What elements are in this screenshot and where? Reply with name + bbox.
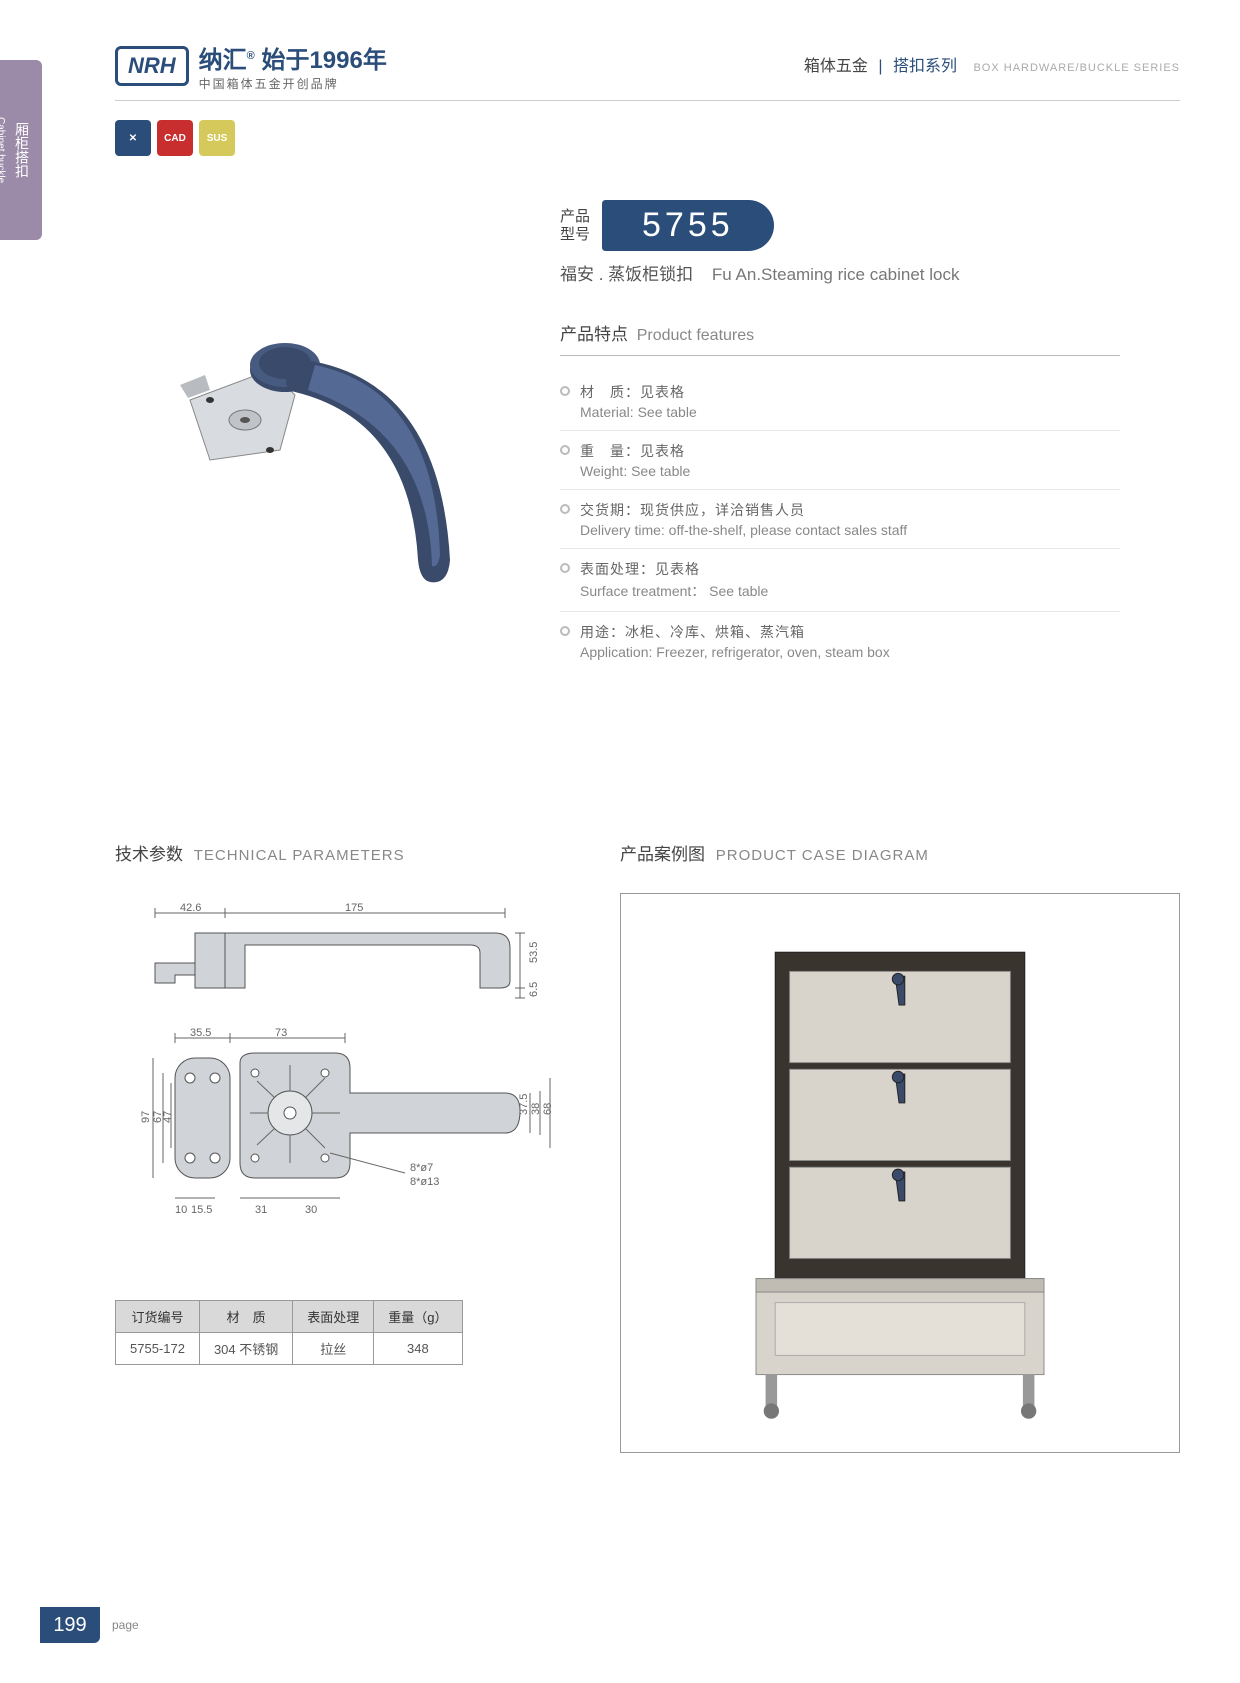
header-rule	[115, 100, 1180, 101]
case-title-cn: 产品案例图	[620, 845, 705, 864]
feature-en: Weight: See table	[580, 463, 690, 479]
feature-cn: 材 质：见表格	[580, 382, 697, 402]
table-row: 5755-172304 不锈钢拉丝348	[116, 1333, 463, 1365]
features-title-en: Product features	[637, 327, 754, 344]
features-title-cn: 产品特点	[560, 325, 628, 344]
svg-text:37.5: 37.5	[518, 1094, 530, 1115]
side-tab-en: Cabinet buckle	[0, 117, 6, 183]
svg-text:10: 10	[175, 1204, 187, 1216]
page-header: NRH 纳汇® 始于1996年 中国箱体五金开创品牌 箱体五金 | 搭扣系列 B…	[115, 40, 1180, 92]
svg-text:35.5: 35.5	[190, 1027, 211, 1039]
product-image	[140, 250, 500, 610]
svg-text:30: 30	[305, 1204, 317, 1216]
svg-text:175: 175	[345, 902, 363, 914]
svg-text:15.5: 15.5	[191, 1204, 212, 1216]
table-header: 重量（g）	[374, 1301, 462, 1333]
table-header: 表面处理	[293, 1301, 374, 1333]
features: 产品特点 Product features 材 质：见表格 Material: S…	[560, 320, 1120, 670]
technical-parameters: 技术参数 TECHNICAL PARAMETERS 42.6 175	[115, 840, 575, 1248]
table-cell: 拉丝	[293, 1333, 374, 1365]
svg-text:73: 73	[275, 1027, 287, 1039]
model-number: 5755	[602, 200, 774, 251]
feature-item: 表面处理：见表格Surface treatment： See table	[560, 549, 1120, 612]
table-cell: 304 不锈钢	[199, 1333, 292, 1365]
logo-text: 纳汇® 始于1996年 中国箱体五金开创品牌	[199, 40, 387, 92]
logo-cn: 纳汇	[199, 47, 247, 74]
svg-text:68: 68	[542, 1103, 554, 1115]
table-cell: 5755-172	[116, 1333, 200, 1365]
svg-text:42.6: 42.6	[180, 902, 201, 914]
badge-icon: ✕	[115, 120, 151, 156]
feature-en: Material: See table	[580, 404, 697, 420]
cat-en: BOX HARDWARE/BUCKLE SERIES	[973, 62, 1180, 74]
table-header: 材 质	[199, 1301, 292, 1333]
logo-mark: NRH	[115, 46, 189, 86]
header-category: 箱体五金 | 搭扣系列 BOX HARDWARE/BUCKLE SERIES	[804, 52, 1180, 76]
badge-row: ✕CADSUS	[115, 120, 235, 156]
technical-drawing: 42.6 175 53.5 6.5 35	[115, 893, 555, 1243]
side-tab: 厢柜搭扣 Cabinet buckle	[0, 60, 42, 240]
case-image	[620, 893, 1180, 1453]
feature-item: 重 量：见表格 Weight: See table	[560, 431, 1120, 490]
tech-title-en: TECHNICAL PARAMETERS	[194, 847, 405, 864]
model-name-en: Fu An.Steaming rice cabinet lock	[712, 265, 960, 284]
table-header: 订货编号	[116, 1301, 200, 1333]
logo: NRH 纳汇® 始于1996年 中国箱体五金开创品牌	[115, 40, 387, 92]
feature-en: Delivery time: off-the-shelf, please con…	[580, 522, 907, 538]
feature-en: Surface treatment： See table	[580, 581, 768, 601]
feature-cn: 交货期：现货供应，详洽销售人员	[580, 500, 907, 520]
reg-mark: ®	[247, 50, 255, 62]
model-row: 产品 型号 5755	[560, 200, 774, 251]
page-label: page	[112, 1618, 139, 1632]
parameter-table: 订货编号材 质表面处理重量（g） 5755-172304 不锈钢拉丝348	[115, 1300, 463, 1365]
table-cell: 348	[374, 1333, 462, 1365]
badge-icon: SUS	[199, 120, 235, 156]
svg-text:53.5: 53.5	[528, 942, 540, 963]
feature-item: 交货期：现货供应，详洽销售人员 Delivery time: off-the-sh…	[560, 490, 1120, 549]
svg-text:31: 31	[255, 1204, 267, 1216]
cat-cn1: 箱体五金	[804, 58, 868, 75]
tech-title-cn: 技术参数	[115, 845, 183, 864]
logo-slogan: 中国箱体五金开创品牌	[199, 75, 387, 92]
svg-text:8*ø7: 8*ø7	[410, 1162, 433, 1174]
bullet-icon	[560, 445, 570, 455]
features-title: 产品特点 Product features	[560, 320, 1120, 356]
case-diagram-section: 产品案例图 PRODUCT CASE DIAGRAM	[620, 840, 1180, 1453]
bullet-icon	[560, 563, 570, 573]
svg-text:97: 97	[140, 1111, 152, 1123]
svg-text:47: 47	[162, 1111, 174, 1123]
feature-cn: 重 量：见表格	[580, 441, 690, 461]
logo-since: 始于1996年	[261, 47, 386, 74]
tech-title: 技术参数 TECHNICAL PARAMETERS	[115, 840, 575, 865]
model-label: 产品 型号	[560, 208, 590, 244]
case-title-en: PRODUCT CASE DIAGRAM	[716, 847, 929, 864]
feature-item: 材 质：见表格 Material: See table	[560, 372, 1120, 431]
feature-cn: 表面处理：见表格	[580, 559, 768, 579]
case-title: 产品案例图 PRODUCT CASE DIAGRAM	[620, 840, 1180, 865]
feature-cn: 用途：冰柜、冷库、烘箱、蒸汽箱	[580, 622, 890, 642]
feature-en: Application: Freezer, refrigerator, oven…	[580, 644, 890, 660]
model-name-cn: 福安 . 蒸饭柜锁扣	[560, 265, 693, 284]
page-footer: 199 page	[40, 1607, 139, 1643]
svg-text:6.5: 6.5	[528, 982, 540, 997]
bullet-icon	[560, 386, 570, 396]
model-name: 福安 . 蒸饭柜锁扣 Fu An.Steaming rice cabinet l…	[560, 260, 959, 285]
page-number: 199	[40, 1607, 100, 1643]
feature-item: 用途：冰柜、冷库、烘箱、蒸汽箱 Application: Freezer, ref…	[560, 612, 1120, 670]
svg-text:8*ø13: 8*ø13	[410, 1176, 439, 1188]
bullet-icon	[560, 626, 570, 636]
side-tab-cn: 厢柜搭扣	[12, 122, 32, 178]
bullet-icon	[560, 504, 570, 514]
badge-icon: CAD	[157, 120, 193, 156]
svg-text:38: 38	[530, 1103, 542, 1115]
cat-cn2: 搭扣系列	[893, 58, 957, 75]
